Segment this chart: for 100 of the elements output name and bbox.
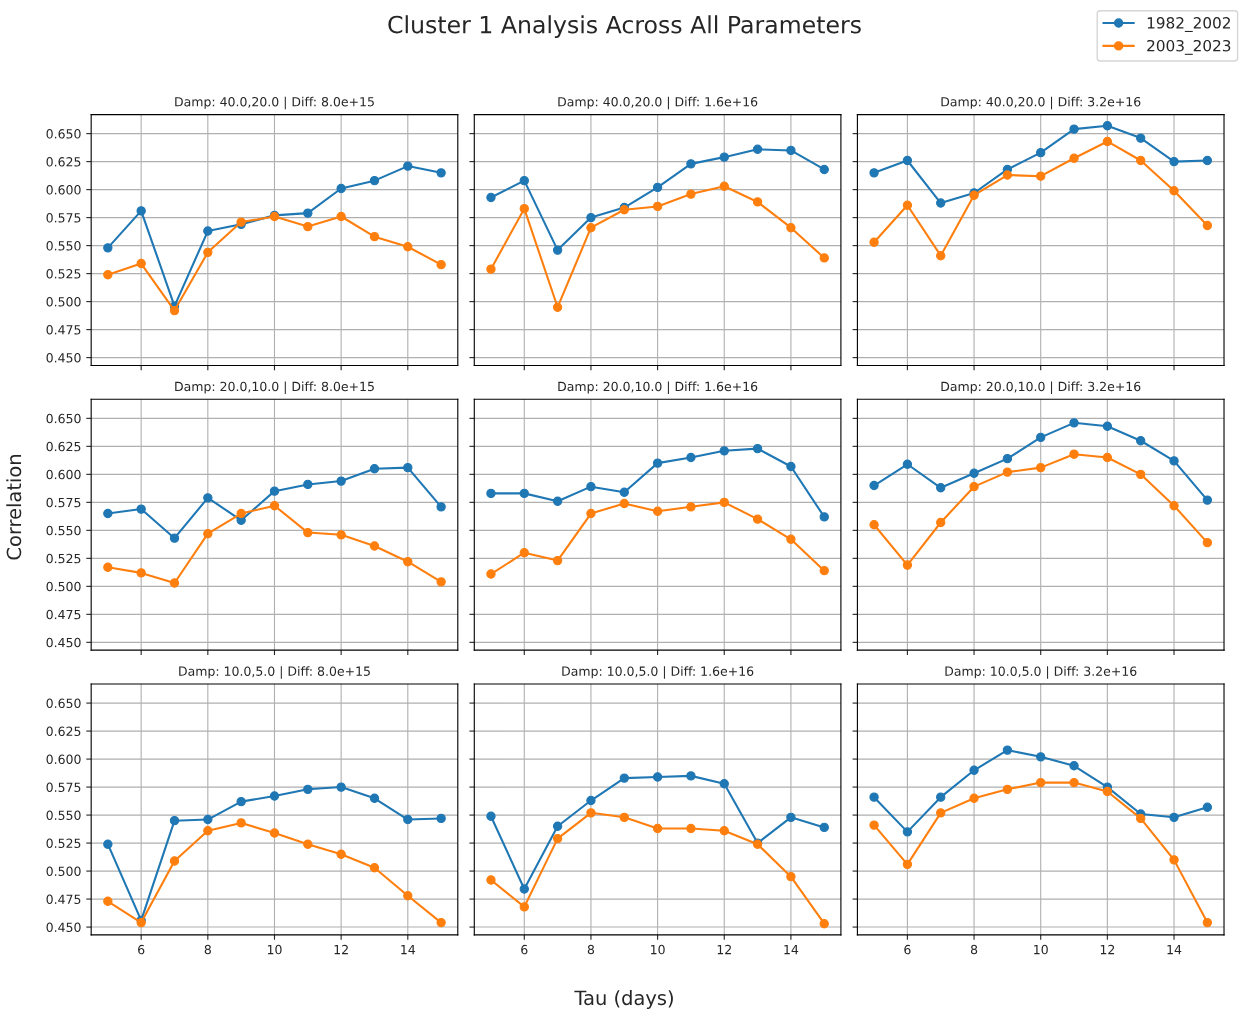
point: [902, 859, 913, 870]
point: [519, 175, 529, 186]
point: [819, 253, 829, 263]
point: [303, 839, 313, 849]
chart-title: Damp: 40.0,20.0 | Diff: 1.6e+16: [558, 96, 758, 110]
y-tick-label: 0.575: [46, 497, 81, 508]
point: [969, 765, 979, 775]
y-tick-label: 0.625: [46, 726, 81, 737]
point: [869, 792, 879, 802]
point: [169, 578, 180, 588]
point: [902, 560, 913, 570]
x-tick-label: 8: [204, 944, 211, 955]
point: [336, 782, 346, 792]
point: [719, 181, 729, 191]
point: [552, 833, 563, 844]
point: [519, 884, 529, 894]
point: [552, 245, 563, 255]
point: [869, 480, 879, 491]
point: [203, 529, 213, 539]
point: [169, 856, 180, 866]
point: [303, 221, 313, 232]
point: [1102, 121, 1113, 131]
chart-title: Damp: 10.0,5.0 | Diff: 3.2e+16: [945, 666, 1137, 679]
point: [103, 839, 113, 849]
point: [619, 773, 629, 783]
point: [902, 459, 913, 469]
y-tick-label: 0.475: [46, 609, 81, 620]
point: [819, 822, 829, 833]
point: [336, 476, 346, 486]
point: [552, 302, 563, 312]
point: [1169, 501, 1179, 511]
point: [303, 527, 313, 538]
y-tick-label: 0.600: [46, 469, 81, 480]
point: [786, 145, 796, 156]
point: [969, 468, 979, 478]
chart-title: Damp: 40.0,20.0 | Diff: 8.0e+15: [175, 96, 374, 110]
y-tick-label: 0.525: [46, 838, 81, 848]
point: [103, 508, 113, 519]
point: [203, 226, 213, 236]
point: [552, 555, 563, 566]
point: [652, 772, 663, 782]
point: [1002, 784, 1013, 794]
point: [969, 481, 979, 492]
point: [936, 251, 946, 261]
point: [936, 517, 946, 528]
point: [686, 502, 696, 512]
x-tick-label: 12: [717, 944, 731, 955]
x-tick-label: 6: [521, 944, 528, 955]
point: [869, 237, 879, 247]
point: [869, 168, 879, 178]
point: [1136, 813, 1146, 824]
x-tick-label: 14: [1167, 945, 1182, 955]
point: [652, 823, 663, 834]
y-tick-label: 0.475: [46, 325, 81, 335]
point: [902, 200, 913, 210]
point: [652, 506, 663, 516]
y-tick-label: 0.650: [46, 698, 81, 709]
point: [269, 828, 280, 838]
y-tick-label: 0.550: [46, 525, 81, 536]
point: [303, 479, 313, 490]
point: [369, 793, 380, 803]
point: [586, 508, 596, 519]
y-tick-label: 0.650: [46, 413, 81, 424]
point: [1069, 777, 1079, 788]
point: [486, 192, 496, 203]
y-tick-label: 0.575: [46, 213, 81, 223]
point: [586, 212, 596, 223]
point: [586, 481, 596, 492]
point: [1069, 124, 1079, 134]
x-tick-label: 6: [138, 944, 145, 955]
point: [1069, 418, 1079, 428]
legend-label: 1982_2002: [1147, 17, 1230, 32]
point: [819, 512, 829, 522]
point: [403, 242, 413, 252]
chart-title: Damp: 20.0,10.0 | Diff: 8.0e+15: [175, 381, 374, 394]
y-tick-label: 0.625: [46, 157, 81, 167]
point: [652, 182, 663, 193]
point: [436, 502, 446, 512]
point: [369, 464, 380, 474]
point: [1169, 456, 1179, 466]
point: [1036, 462, 1046, 473]
text: Cluster 1 Analysis Across All Parameters: [388, 15, 861, 39]
point: [369, 175, 380, 186]
point: [936, 483, 946, 493]
point: [369, 863, 380, 873]
x-tick-label: 8: [970, 944, 978, 955]
point: [686, 771, 696, 781]
point: [486, 488, 496, 499]
y-tick-label: 0.650: [46, 129, 81, 139]
chart-title: Damp: 40.0,20.0 | Diff: 3.2e+16: [941, 96, 1141, 110]
point: [619, 498, 629, 509]
y-tick-label: 0.550: [46, 241, 81, 251]
point: [103, 896, 113, 906]
point: [1136, 155, 1146, 166]
point: [519, 488, 529, 499]
point: [519, 548, 529, 558]
point: [619, 812, 629, 822]
y-tick-label: 0.525: [46, 269, 81, 279]
point: [103, 243, 113, 253]
point: [652, 458, 663, 468]
